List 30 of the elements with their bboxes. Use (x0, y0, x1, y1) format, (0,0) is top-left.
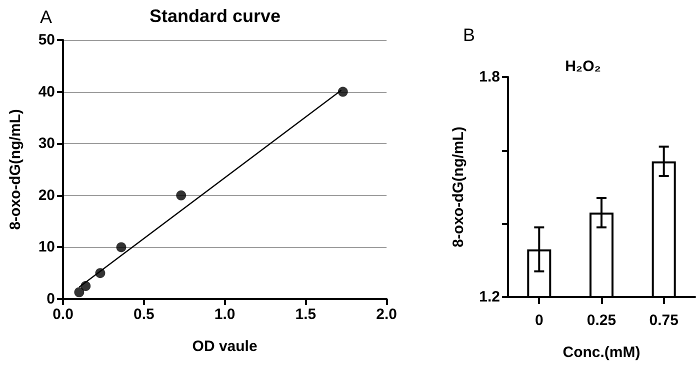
x-tick-label: 0.0 (52, 306, 74, 323)
y-tick-label: 50 (38, 32, 55, 48)
point (116, 242, 126, 252)
x-tick-label: 1.0 (214, 306, 236, 323)
x-tick-label: 0.75 (649, 312, 678, 329)
y-tick-label: 10 (38, 238, 55, 256)
x-tick-label: 2.0 (376, 306, 398, 323)
text: B (463, 25, 476, 45)
x-tick-label: 0.25 (586, 312, 616, 329)
y-tick-label: 20 (38, 186, 55, 204)
y-tick-label: 40 (38, 83, 55, 100)
point (176, 190, 186, 200)
point (338, 86, 348, 97)
chart-title: H₂O₂ (565, 58, 601, 75)
point (95, 268, 106, 278)
x-tick-label: 1.5 (295, 306, 316, 323)
point (80, 281, 91, 292)
x-tick-label: 0 (534, 312, 544, 329)
y-axis-title: 8-oxo-dG(ng/mL) (7, 109, 24, 230)
x-tick-label: 0.5 (133, 306, 154, 323)
x-axis-title: Conc.(mM) (562, 344, 640, 361)
y-tick-label: 1.8 (479, 68, 500, 86)
text: A (40, 7, 52, 27)
point (74, 287, 84, 298)
chart-title: Standard curve (149, 6, 281, 26)
y-tick-label: 1.2 (479, 288, 500, 306)
x-axis-title: OD vaule (192, 338, 258, 355)
y-axis-title: 8-oxo-dG(ng/mL) (450, 126, 467, 248)
y-tick-label: 0 (46, 290, 55, 308)
y-tick-label: 30 (38, 135, 55, 152)
